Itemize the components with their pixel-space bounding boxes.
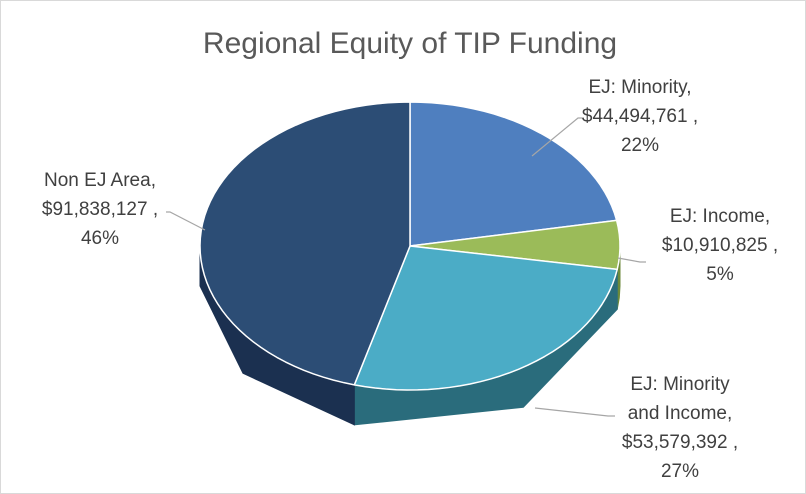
- leader-line: [534, 407, 615, 417]
- label-separator: ,: [686, 77, 691, 98]
- slice: [409, 101, 618, 247]
- value-label: $10,910,825 ,: [662, 235, 778, 256]
- percent-label: 5%: [706, 264, 734, 285]
- label-separator: ,: [765, 206, 770, 227]
- label-separator: ,: [151, 170, 156, 191]
- percent-label: 22%: [621, 135, 659, 156]
- value-label: $44,494,761 ,: [582, 106, 698, 127]
- data-label: EJ: Income,: [670, 206, 770, 227]
- leader-line: [531, 117, 584, 157]
- category-label: EJ: Minority: [630, 374, 730, 395]
- value-label: $53,579,392 ,: [622, 432, 738, 453]
- category-label: EJ: Minority: [588, 77, 688, 98]
- data-label: EJ: Minority: [630, 374, 730, 395]
- slice: [409, 219, 621, 271]
- data-label: Non EJ Area,: [44, 170, 156, 191]
- label-separator: ,: [727, 403, 732, 424]
- chart-title: Regional Equity of TIP Funding: [203, 27, 617, 60]
- leader-line: [617, 257, 646, 263]
- data-label: EJ: Minority,: [588, 77, 691, 98]
- percent-label: 46%: [81, 228, 119, 249]
- leader-line: [166, 211, 206, 231]
- category-label: and Income: [628, 403, 727, 424]
- value-label: $91,838,127 ,: [42, 199, 158, 220]
- category-label: EJ: Income: [670, 206, 765, 227]
- category-label: Non EJ Area: [44, 170, 151, 191]
- slice: [199, 101, 411, 386]
- data-label: and Income,: [628, 403, 733, 424]
- slice: [353, 245, 618, 391]
- percent-label: 27%: [661, 461, 699, 482]
